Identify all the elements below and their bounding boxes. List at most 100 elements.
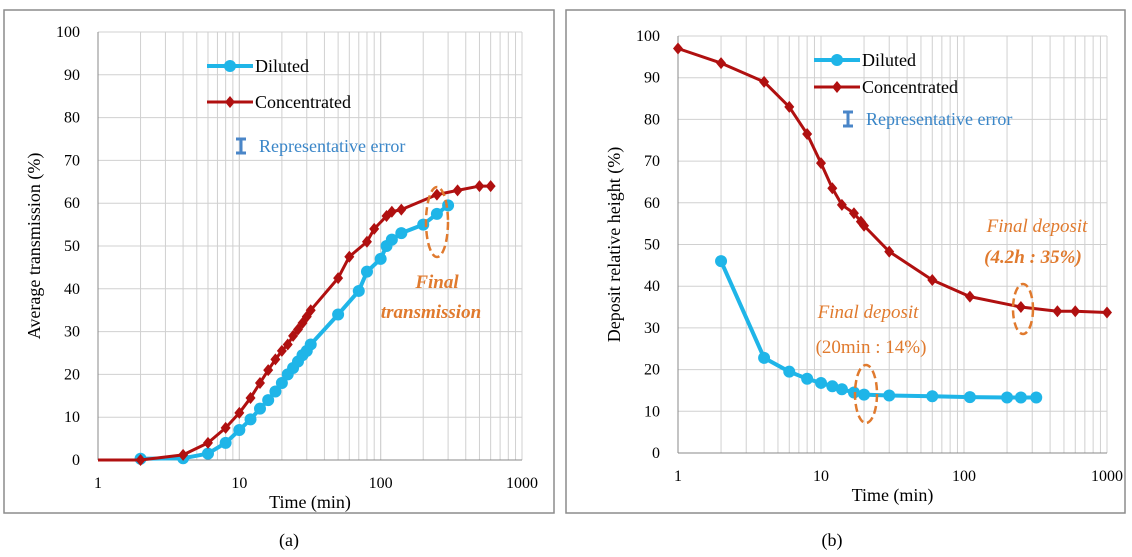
diluted-point	[715, 255, 728, 268]
diluted-point	[219, 436, 232, 449]
concentrated-point	[485, 180, 496, 193]
concentrated-point	[361, 235, 372, 248]
concentrated-point	[431, 188, 442, 201]
concentrated-point	[263, 364, 274, 377]
annotation-transmission: transmission	[381, 302, 481, 323]
diluted-point	[758, 351, 771, 364]
legend-concentrated-marker	[225, 96, 235, 108]
x-axis-title: Time (min)	[269, 492, 351, 513]
x-tick-label: 100	[952, 468, 976, 485]
concentrated-point	[848, 207, 859, 220]
concentrated-point	[178, 448, 189, 461]
diluted-point	[275, 376, 288, 389]
concentrated-point	[884, 245, 895, 258]
concentrated-point	[234, 406, 245, 419]
concentrated-point	[927, 273, 938, 286]
x-tick-label: 10	[231, 475, 247, 492]
y-tick-label: 90	[644, 70, 660, 87]
legend-concentrated-label: Concentrated	[862, 77, 958, 97]
diluted-point	[826, 380, 839, 393]
y-tick-label: 70	[64, 152, 80, 169]
series-concentrated	[673, 42, 1112, 319]
panel-label: (a)	[279, 530, 299, 551]
diluted-point	[201, 447, 214, 460]
y-tick-label: 60	[64, 195, 80, 212]
diluted-point	[374, 252, 387, 265]
annotation-left-line2: (20min : 14%)	[816, 337, 927, 358]
annotations: Final transmission	[381, 185, 481, 323]
concentrated-line	[677, 47, 1108, 314]
y-tick-label: 60	[644, 195, 660, 212]
diluted-point	[835, 383, 848, 396]
concentrated-point	[802, 127, 813, 140]
diluted-point	[430, 207, 443, 220]
concentrated-point	[759, 75, 770, 88]
concentrated-point	[333, 272, 344, 285]
diluted-point	[395, 227, 408, 240]
y-tick-label: 80	[644, 111, 660, 128]
concentrated-point	[452, 184, 463, 197]
x-tick-label: 100	[369, 475, 393, 492]
diluted-point	[815, 376, 827, 389]
diluted-point	[883, 389, 896, 402]
annotations: Final deposit (20min : 14%) Final deposit (…	[816, 216, 1088, 425]
y-tick-label: 30	[64, 324, 80, 341]
legend-diluted-marker	[831, 54, 843, 66]
legend-diluted-label: Diluted	[862, 50, 916, 70]
diluted-point	[304, 338, 317, 351]
y-tick-label: 80	[64, 110, 80, 127]
diluted-point	[352, 284, 365, 297]
y-axis-title: Deposit relative height (%)	[604, 147, 625, 342]
concentrated-point	[716, 57, 727, 70]
x-axis-title: Time (min)	[852, 485, 934, 506]
y-tick-label: 30	[644, 320, 660, 337]
y-tick-label: 90	[64, 67, 80, 84]
x-tick-label: 10	[813, 468, 829, 485]
diluted-point	[262, 394, 275, 407]
x-tick-label: 1000	[506, 475, 538, 492]
concentrated-point	[474, 180, 485, 193]
y-tick-label: 50	[644, 237, 660, 254]
legend-error-label: Representative error	[259, 136, 405, 156]
y-tick-label: 10	[64, 409, 80, 426]
legend: Diluted Concentrated Representative error	[207, 56, 405, 156]
diluted-point	[253, 402, 266, 415]
series-diluted	[134, 199, 455, 465]
x-tick-label: 1000	[1091, 468, 1123, 485]
diluted-point	[783, 365, 796, 378]
concentrated-point	[369, 222, 380, 235]
concentrated-point	[135, 454, 146, 466]
concentrated-point	[282, 338, 293, 351]
diluted-point	[442, 199, 455, 212]
final-transmission-highlight	[424, 185, 450, 259]
legend-diluted-marker	[224, 60, 236, 72]
annotation-final: Final	[414, 272, 459, 293]
y-tick-label: 20	[64, 366, 80, 383]
y-tick-label: 100	[56, 24, 80, 41]
y-tick-label: 40	[644, 278, 660, 295]
concentrated-point	[344, 250, 355, 263]
y-tick-label: 0	[652, 445, 660, 462]
concentrated-point	[276, 344, 287, 357]
concentrated-point	[1015, 301, 1026, 314]
concentrated-point	[1070, 305, 1081, 318]
panel-label: (b)	[822, 530, 843, 551]
concentrated-point	[202, 436, 213, 449]
concentrated-point	[784, 100, 795, 113]
legend-error-label: Representative error	[866, 109, 1012, 129]
error-bar-icon	[236, 137, 246, 155]
series-diluted	[715, 255, 1043, 404]
concentrated-point	[305, 304, 316, 317]
concentrated-point	[859, 219, 870, 232]
diluted-point	[385, 233, 398, 246]
y-tick-label: 40	[64, 281, 80, 298]
concentrated-point	[288, 329, 299, 342]
diluted-point	[233, 424, 246, 437]
error-bar-icon	[843, 110, 853, 128]
concentrated-point	[386, 205, 397, 218]
x-tick-label: 1	[674, 468, 682, 485]
concentrated-point	[245, 391, 256, 404]
